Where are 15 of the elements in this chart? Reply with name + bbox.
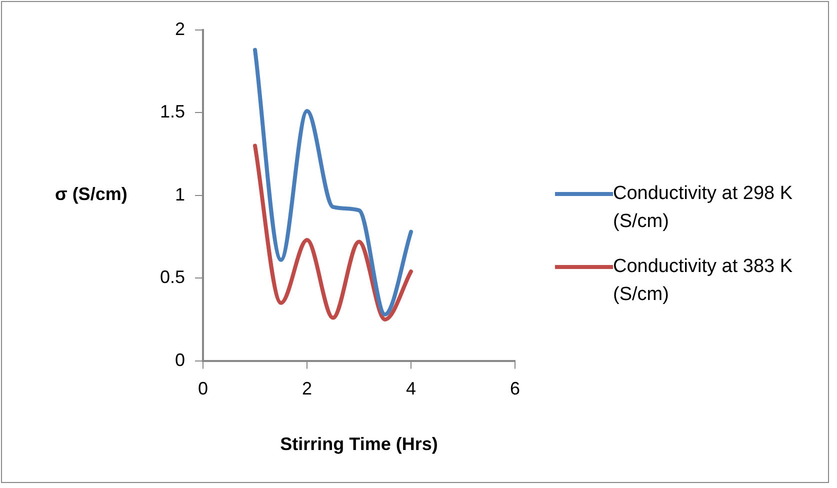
y-tick-label: 1.5: [160, 102, 186, 122]
x-tick-label: 4: [406, 378, 416, 399]
legend-label: Conductivity at 298 K (S/cm): [613, 182, 794, 234]
legend-label: Conductivity at 383 K (S/cm): [613, 255, 794, 307]
y-axis-title: σ (S/cm): [55, 184, 128, 205]
x-tick-label: 0: [198, 378, 208, 399]
y-tick-label: 0.5: [160, 267, 186, 288]
y-tick-label: 0: [175, 350, 186, 370]
x-tick-label: 6: [510, 378, 520, 399]
y-tick-label: 2: [175, 18, 186, 39]
line-series: [253, 48, 414, 316]
x-tick-label: 2: [302, 378, 312, 399]
y-tick-label: 1: [175, 184, 186, 204]
x-axis-title: Stirring Time (Hrs): [280, 434, 438, 454]
line-series: [253, 144, 414, 322]
